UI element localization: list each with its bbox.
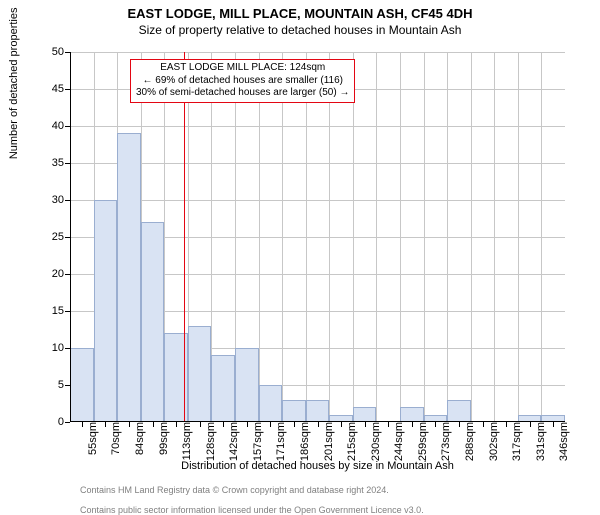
xtick-mark [506,422,507,427]
hairline [518,52,519,422]
y-axis-line [70,52,71,422]
ytick-label: 40 [52,120,70,132]
xtick-label: 273sqm [439,422,452,461]
hairline [447,52,448,422]
histogram-bar [141,222,165,422]
xtick-mark [483,422,484,427]
hairline [376,52,377,422]
xtick-mark [388,422,389,427]
histogram-bar [400,407,424,422]
histogram-bar [188,326,212,422]
ytick-label: 5 [58,379,70,391]
footer-line-2: Contains public sector information licen… [80,505,424,515]
ytick-label: 30 [52,194,70,206]
hairline [424,52,425,422]
xtick-label: 55sqm [86,422,99,455]
xtick-label: 99sqm [157,422,170,455]
gridline [70,200,565,201]
x-axis-line [70,421,565,422]
xtick-mark [176,422,177,427]
hairline [471,52,472,422]
gridline [70,52,565,53]
ytick-label: 50 [52,46,70,58]
xtick-mark [247,422,248,427]
xtick-label: 84sqm [133,422,146,455]
histogram-bar [94,200,118,422]
xtick-mark [459,422,460,427]
xtick-label: 171sqm [274,422,287,461]
xtick-label: 230sqm [369,422,382,461]
x-axis-label: Distribution of detached houses by size … [70,460,565,472]
hairline [329,52,330,422]
xtick-mark [200,422,201,427]
marker-callout: EAST LODGE MILL PLACE: 124sqm← 69% of de… [130,59,355,103]
xtick-label: 302sqm [487,422,500,461]
hairline [400,52,401,422]
gridline [70,126,565,127]
xtick-label: 201sqm [322,422,335,461]
xtick-label: 142sqm [227,422,240,461]
y-axis-label: Number of detached properties [8,8,20,160]
xtick-mark [129,422,130,427]
histogram-bar [211,355,235,422]
histogram-bar [447,400,471,422]
xtick-label: 259sqm [416,422,429,461]
callout-line: 30% of semi-detached houses are larger (… [136,87,349,100]
ytick-label: 45 [52,83,70,95]
xtick-label: 128sqm [204,422,217,461]
xtick-label: 113sqm [180,422,193,460]
xtick-mark [223,422,224,427]
xtick-label: 186sqm [298,422,311,461]
xtick-mark [105,422,106,427]
chart-title: EAST LODGE, MILL PLACE, MOUNTAIN ASH, CF… [0,0,600,21]
ytick-label: 35 [52,157,70,169]
ytick-label: 15 [52,305,70,317]
callout-line: EAST LODGE MILL PLACE: 124sqm [136,62,349,75]
xtick-mark [412,422,413,427]
xtick-mark [294,422,295,427]
xtick-label: 288sqm [463,422,476,461]
xtick-label: 346sqm [557,422,570,461]
xtick-label: 157sqm [251,422,264,461]
histogram-bar [282,400,306,422]
xtick-label: 215sqm [345,422,358,461]
histogram-bar [235,348,259,422]
chart-subtitle: Size of property relative to detached ho… [0,21,600,37]
histogram-bar [353,407,377,422]
hairline [353,52,354,422]
gridline [70,163,565,164]
attribution-footer: Contains HM Land Registry data © Crown c… [80,475,424,515]
ytick-label: 10 [52,342,70,354]
xtick-label: 331sqm [534,422,547,461]
hairline [306,52,307,422]
footer-line-1: Contains HM Land Registry data © Crown c… [80,485,389,495]
callout-line: ← 69% of detached houses are smaller (11… [136,75,349,88]
histogram-bar [70,348,94,422]
hairline [494,52,495,422]
ytick-label: 0 [58,416,70,428]
histogram-bar [117,133,141,422]
hairline [282,52,283,422]
xtick-label: 244sqm [392,422,405,461]
histogram-bar [306,400,330,422]
marker-line [184,52,185,422]
plot-area: 0510152025303540455055sqm70sqm84sqm99sqm… [70,52,565,422]
xtick-mark [318,422,319,427]
ytick-label: 20 [52,268,70,280]
histogram-bar [259,385,283,422]
xtick-mark [553,422,554,427]
hairline [259,52,260,422]
xtick-mark [365,422,366,427]
xtick-mark [435,422,436,427]
xtick-label: 317sqm [510,422,523,461]
xtick-mark [530,422,531,427]
xtick-mark [341,422,342,427]
xtick-mark [270,422,271,427]
hairline [541,52,542,422]
xtick-label: 70sqm [109,422,122,455]
xtick-mark [153,422,154,427]
xtick-mark [82,422,83,427]
ytick-label: 25 [52,231,70,243]
